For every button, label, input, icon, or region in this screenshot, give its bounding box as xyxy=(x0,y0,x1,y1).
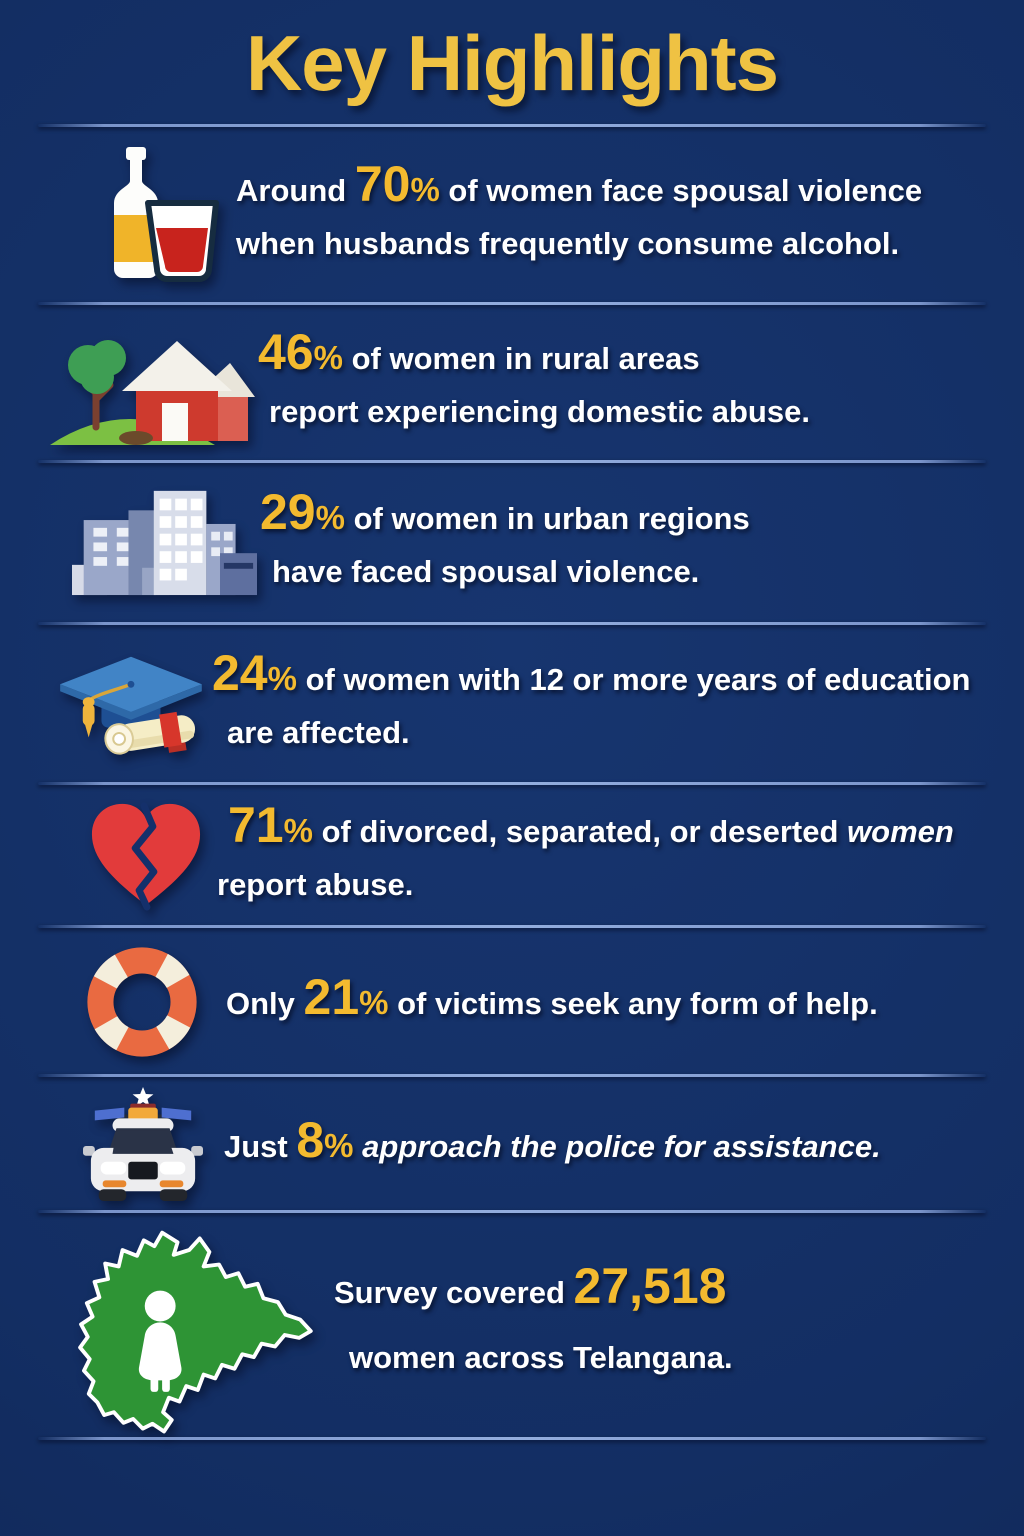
stat-text: Survey covered 27,518 women across Telang… xyxy=(334,1257,733,1375)
stat-row-divorced: 71% of divorced, separated, or deserted … xyxy=(0,785,1024,928)
lifebuoy-icon xyxy=(84,944,200,1065)
police-car-icon xyxy=(76,1085,211,1208)
stat-row-police: Just 8% approach the police for assistan… xyxy=(0,1077,1024,1213)
graduation-cap-and-diploma-icon xyxy=(50,643,208,768)
stat-text: 46% of women in rural areas report experi… xyxy=(258,324,810,429)
divider xyxy=(38,1210,986,1213)
stat-row-education: 24% of women with 12 or more years of ed… xyxy=(0,625,1024,785)
stat-text: Just 8% approach the police for assistan… xyxy=(224,1111,881,1168)
stat-row-urban: 29% of women in urban regions have faced … xyxy=(0,463,1024,625)
stat-row-alcohol: Around 70% of women face spousal violenc… xyxy=(0,127,1024,305)
stat-text: Only 21% of victims seek any form of hel… xyxy=(226,969,878,1025)
divider xyxy=(38,1074,986,1077)
divider xyxy=(38,622,986,625)
divider xyxy=(38,1437,986,1440)
divider xyxy=(38,782,986,785)
urban-buildings-icon xyxy=(72,485,257,602)
divider xyxy=(38,925,986,928)
footer-spacer xyxy=(0,1440,1024,1536)
stat-text: 29% of women in urban regions have faced … xyxy=(260,484,750,589)
stat-text: 24% of women with 12 or more years of ed… xyxy=(212,645,971,750)
stat-row-rural: 46% of women in rural areas report experi… xyxy=(0,305,1024,463)
divider xyxy=(38,124,986,127)
page-title: Key Highlights xyxy=(245,19,779,107)
alcohol-bottle-and-glass-icon xyxy=(90,143,225,293)
stat-row-survey: Survey covered 27,518 women across Telang… xyxy=(0,1213,1024,1440)
stat-row-help: Only 21% of victims seek any form of hel… xyxy=(0,928,1024,1077)
rural-house-and-tree-icon xyxy=(50,327,255,450)
stat-text: 71% of divorced, separated, or deserted … xyxy=(217,796,954,902)
divider xyxy=(38,302,986,305)
stat-text: Around 70% of women face spousal violenc… xyxy=(236,156,923,261)
title-band: Key Highlights xyxy=(0,0,1024,127)
divider xyxy=(38,460,986,463)
broken-heart-icon xyxy=(82,797,210,918)
telangana-map-with-person-icon xyxy=(66,1223,320,1450)
